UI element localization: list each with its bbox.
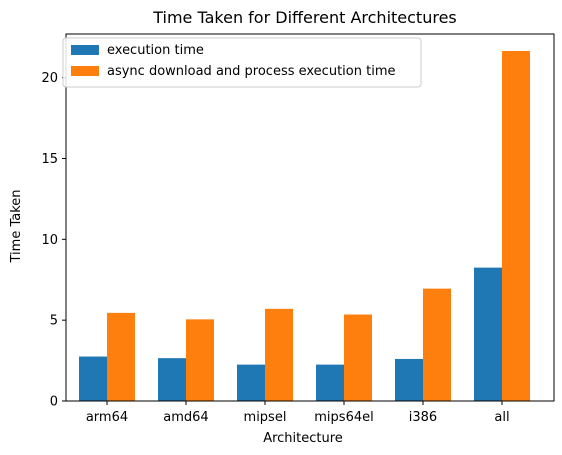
bar-async-download-and-process-execution-time-amd64 [186,319,214,401]
y-tick-label: 5 [50,314,58,329]
bar-async-download-and-process-execution-time-all [502,50,530,401]
bar-async-download-and-process-execution-time-i386 [423,288,451,401]
bar-execution-time-all [474,267,502,401]
bar-async-download-and-process-execution-time-mipsel [265,308,293,401]
x-tick-label-all: all [494,410,509,425]
x-tick-label-mipsel: mipsel [244,410,287,425]
bar-execution-time-arm64 [79,356,107,401]
y-axis-title: Time Taken [9,189,24,263]
x-tick-label-amd64: amd64 [163,410,208,425]
legend-swatch-execution-time [71,45,99,55]
bar-execution-time-i386 [395,358,423,401]
chart-title: Time Taken for Different Architectures [152,8,457,27]
legend-box [62,37,422,88]
x-tick-label-mips64el: mips64el [314,410,373,425]
plot-frame [65,33,555,402]
plot-area [79,50,530,401]
y-axis: 0 5 10 15 20 [41,71,66,410]
legend-label-async-download-and-process-execution-time: async download and process execution tim… [107,64,395,79]
legend: execution time async download and proces… [62,37,422,88]
legend-swatch-async-download-and-process-execution-time [71,66,99,76]
legend-label-execution-time: execution time [107,43,204,58]
bar-execution-time-mips64el [316,364,344,401]
bar-async-download-and-process-execution-time-mips64el [344,314,372,401]
bar-async-download-and-process-execution-time-arm64 [107,312,135,401]
y-tick-label: 20 [41,71,58,86]
y-tick-label: 10 [41,233,58,248]
x-axis-title: Architecture [263,431,343,446]
x-axis: arm64 amd64 mipsel mips64el i386 all [86,401,510,425]
bar-execution-time-amd64 [158,358,186,401]
y-tick-label: 15 [41,152,58,167]
x-tick-label-i386: i386 [409,410,437,425]
y-tick-label: 0 [50,395,58,410]
bar-execution-time-mipsel [237,364,265,401]
x-tick-label-arm64: arm64 [86,410,128,425]
